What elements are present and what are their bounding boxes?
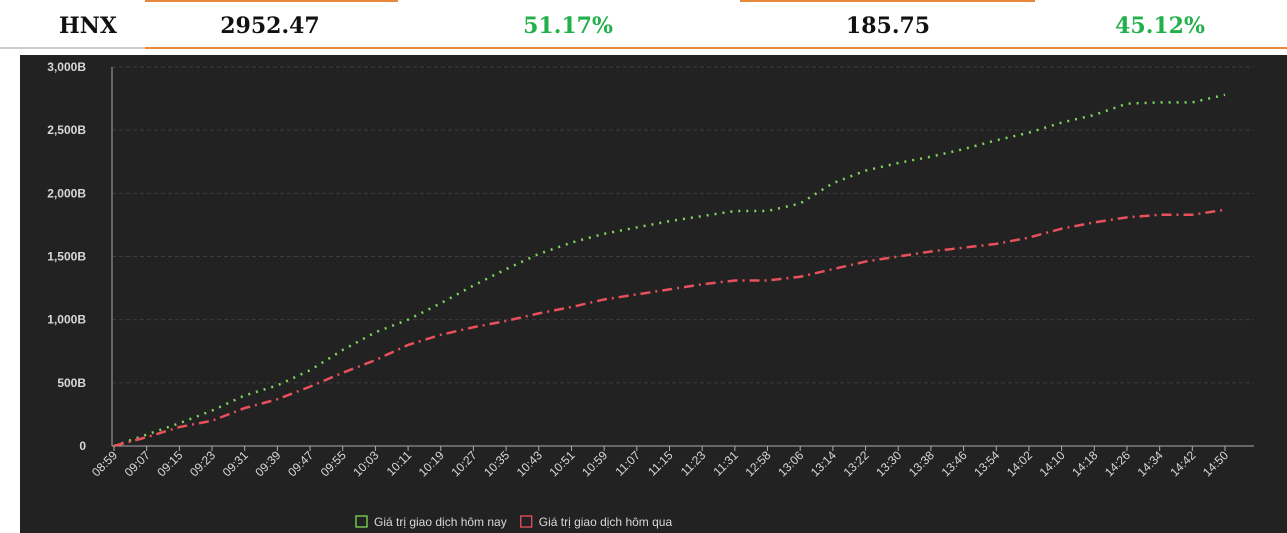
y-tick-label: 1,000B — [47, 313, 86, 327]
y-tick-label: 3,000B — [47, 60, 86, 74]
series-line — [113, 208, 1226, 448]
index-name: HNX — [59, 13, 118, 39]
cell: 2952.47 — [220, 13, 320, 39]
y-tick-label: 2,500B — [47, 123, 86, 137]
legend-label: Giá trị giao dịch hôm qua — [539, 515, 673, 529]
cell: 185.75 — [846, 13, 930, 39]
y-tick-label: 500B — [57, 376, 86, 390]
legend-label: Giá trị giao dịch hôm nay — [374, 515, 507, 529]
cell: 51.17% — [523, 13, 613, 39]
y-tick-label: 0 — [79, 439, 86, 453]
chart-background — [20, 55, 1287, 533]
cell: 45.12% — [1115, 13, 1205, 39]
legend-swatch — [520, 515, 533, 528]
legend-swatch — [355, 515, 368, 528]
y-tick-label: 2,000B — [47, 186, 86, 200]
y-tick-label: 1,500B — [47, 250, 86, 264]
